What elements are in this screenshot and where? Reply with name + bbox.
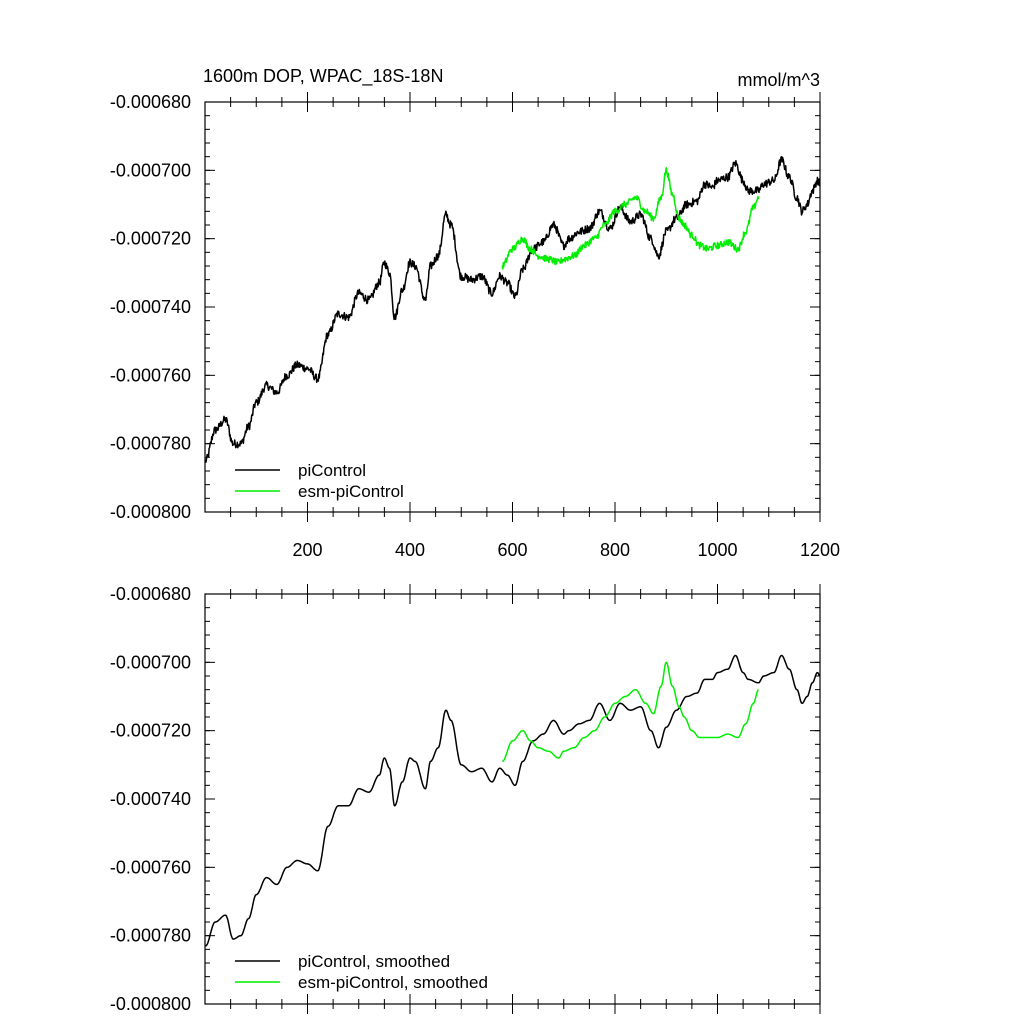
bottom-plot-frame [204, 593, 821, 1005]
legend-label-esm-picontrol-smoothed: esm-piControl, smoothed [298, 973, 488, 992]
top-plot-panel: 1600m DOP, WPAC_18S-18N mmol/m^3 -0.0006… [110, 66, 840, 560]
y-tick-label: -0.000720 [110, 229, 191, 249]
x-tick-label: 800 [600, 540, 630, 560]
bottom-y-tick-labels: -0.000680 -0.000700 -0.000720 -0.000740 -0.0… [110, 584, 191, 1014]
series-line-esm-picontrol [501, 166, 760, 270]
series-line-esm-picontrol-smoothed [502, 661, 759, 763]
x-tick-label: 200 [292, 540, 322, 560]
y-tick-label: -0.000780 [110, 926, 191, 946]
bottom-series-group [205, 654, 821, 947]
top-series-group [204, 155, 821, 463]
series-line-picontrol [204, 155, 821, 463]
units-label: mmol/m^3 [738, 70, 820, 90]
x-tick-label: 1200 [800, 540, 840, 560]
top-legend: piControl esm-piControl [235, 461, 404, 501]
series-line-picontrol-smoothed [205, 654, 821, 947]
y-tick-label: -0.000780 [110, 434, 191, 454]
y-tick-label: -0.000760 [110, 857, 191, 877]
bottom-axis-ticks [205, 584, 821, 1014]
y-tick-label: -0.000700 [110, 160, 191, 180]
y-tick-label: -0.000720 [110, 721, 191, 741]
top-y-tick-labels: -0.000680 -0.000700 -0.000720 -0.000740 -0.0… [110, 92, 191, 522]
top-axis-ticks [205, 92, 821, 522]
y-tick-label: -0.000800 [110, 502, 191, 522]
legend-label-picontrol-smoothed: piControl, smoothed [298, 952, 450, 971]
chart-title: 1600m DOP, WPAC_18S-18N [203, 66, 443, 87]
x-tick-label: 400 [395, 540, 425, 560]
y-tick-label: -0.000740 [110, 297, 191, 317]
y-tick-label: -0.000680 [110, 92, 191, 112]
y-tick-label: -0.000760 [110, 365, 191, 385]
top-plot-frame [204, 101, 821, 513]
y-tick-label: -0.000740 [110, 789, 191, 809]
bottom-legend: piControl, smoothed esm-piControl, smoot… [235, 952, 488, 992]
bottom-plot-panel: -0.000680 -0.000700 -0.000720 -0.000740 -0.0… [110, 584, 821, 1014]
y-tick-label: -0.000800 [110, 994, 191, 1014]
x-tick-label: 600 [497, 540, 527, 560]
legend-label-esm-picontrol: esm-piControl [298, 482, 404, 501]
y-tick-label: -0.000680 [110, 584, 191, 604]
legend-label-picontrol: piControl [298, 461, 366, 480]
y-tick-label: -0.000700 [110, 652, 191, 672]
top-x-tick-labels: 200 400 600 800 1000 1200 [292, 540, 840, 560]
x-tick-label: 1000 [697, 540, 737, 560]
